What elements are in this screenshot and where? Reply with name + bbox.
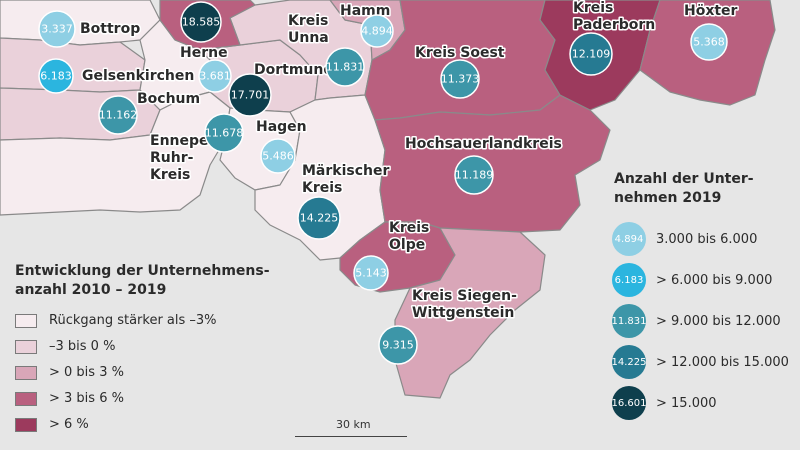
count-legend-item: 4.894 3.000 bis 6.000 bbox=[612, 222, 757, 256]
label-kreis-olpe: Kreis Olpe bbox=[389, 220, 429, 253]
bubble-value: 3.337 bbox=[41, 23, 73, 36]
legend-label: Rückgang stärker als –3% bbox=[49, 313, 217, 328]
region-kreis-siegen bbox=[394, 227, 546, 399]
count-legend-item: 6.183 > 6.000 bis 9.000 bbox=[612, 263, 772, 297]
label-bottrop: Bottrop bbox=[80, 21, 140, 37]
count-legend-item: 11.831 > 9.000 bis 12.000 bbox=[612, 304, 781, 338]
change-legend-item: > 3 bis 6 % bbox=[15, 391, 124, 406]
legend-label: –3 bis 0 % bbox=[49, 339, 116, 354]
bubble-value: 11.189 bbox=[455, 169, 494, 182]
label-kreis-paderborn: Kreis Paderborn bbox=[573, 0, 655, 33]
label-maerkischer-kreis: Märkischer Kreis bbox=[302, 163, 389, 196]
change-legend-item: –3 bis 0 % bbox=[15, 339, 115, 354]
bubble-kreis-soest: 11.373 bbox=[440, 59, 480, 99]
bubble-value: 18.585 bbox=[182, 16, 221, 29]
bubble-kreis-siegen: 9.315 bbox=[378, 325, 418, 365]
change-legend-item: > 6 % bbox=[15, 417, 89, 432]
legend-label: > 3 bis 6 % bbox=[49, 391, 124, 406]
legend-label: > 12.000 bis 15.000 bbox=[656, 354, 789, 370]
legend-label: > 6 % bbox=[49, 417, 89, 432]
bubble-hochsauerlandkreis: 11.189 bbox=[454, 155, 494, 195]
label-herne: Herne bbox=[180, 45, 228, 61]
bubble-ennepe-ruhr: 11.678 bbox=[204, 113, 244, 153]
bubble-value: 11.162 bbox=[99, 109, 138, 122]
legend-bubble: 11.831 bbox=[612, 304, 647, 338]
bubble-value: 4.894 bbox=[361, 25, 393, 38]
bubble-maerkischer-kreis: 14.225 bbox=[297, 196, 341, 240]
scale-bar bbox=[295, 436, 407, 437]
bubble-kreis-paderborn: 12.109 bbox=[569, 32, 613, 76]
legend-bubble: 16.601 bbox=[612, 386, 647, 420]
bubble-dortmund: 17.701 bbox=[228, 73, 272, 117]
count-legend-item: 14.225 > 12.000 bis 15.000 bbox=[612, 345, 789, 379]
legend-label: > 9.000 bis 12.000 bbox=[656, 313, 781, 329]
bubble-herne: 3.681 bbox=[198, 59, 232, 93]
bubble-value: 5.143 bbox=[355, 267, 387, 280]
value-bubbles: 3.337 6.183 11.162 3.681 18.585 17.701 11.831 4… bbox=[38, 1, 728, 365]
label-gelsenkirchen: Gelsenkirchen bbox=[82, 68, 194, 84]
bubble-value: 11.373 bbox=[441, 73, 480, 86]
legend-swatch bbox=[15, 391, 37, 406]
change-legend-title: Entwicklung der Unternehmens-anzahl 2010… bbox=[15, 263, 270, 298]
legend-swatch bbox=[15, 339, 37, 354]
bubble-value: 12.109 bbox=[572, 48, 611, 61]
change-legend-item: > 0 bis 3 % bbox=[15, 365, 124, 380]
bubble-dortmund-top: 18.585 bbox=[180, 1, 222, 43]
bubble-value: 9.315 bbox=[382, 339, 414, 352]
label-bochum: Bochum bbox=[137, 91, 200, 107]
legend-swatch bbox=[15, 313, 37, 328]
bubble-gelsenkirchen: 6.183 bbox=[38, 58, 74, 94]
legend-label: > 0 bis 3 % bbox=[49, 365, 124, 380]
bubble-bottrop: 3.337 bbox=[38, 10, 76, 48]
label-kreis-soest: Kreis Soest bbox=[415, 45, 505, 61]
legend-swatch bbox=[15, 365, 37, 380]
bubble-value: 14.225 bbox=[300, 212, 339, 225]
legend-label: > 15.000 bbox=[656, 395, 717, 411]
label-dortmund: Dortmund bbox=[254, 62, 333, 78]
label-kreis-siegen: Kreis Siegen-Wittgenstein bbox=[412, 288, 517, 321]
bubble-kreis-unna: 11.831 bbox=[325, 47, 365, 87]
legend-bubble: 4.894 bbox=[612, 222, 646, 256]
legend-bubble: 6.183 bbox=[612, 263, 646, 297]
bubble-hoexter: 5.368 bbox=[690, 23, 728, 61]
count-legend-item: 16.601 > 15.000 bbox=[612, 386, 717, 420]
change-legend-item: Rückgang stärker als –3% bbox=[15, 313, 217, 328]
bubble-value: 6.183 bbox=[40, 70, 72, 83]
scale-label: 30 km bbox=[336, 418, 371, 431]
label-kreis-unna: Kreis Unna bbox=[288, 13, 329, 46]
bubble-hagen: 5.486 bbox=[260, 138, 296, 174]
district-labels: Bottrop Gelsenkirchen Bochum Herne Dortm… bbox=[79, 0, 740, 323]
legend-swatch bbox=[15, 417, 37, 432]
bubble-value: 17.701 bbox=[231, 89, 270, 102]
bubble-value: 3.681 bbox=[199, 70, 231, 83]
bubble-hamm: 4.894 bbox=[360, 14, 394, 48]
label-hagen: Hagen bbox=[256, 119, 307, 135]
count-legend-title: Anzahl der Unter-nehmen 2019 bbox=[614, 171, 754, 206]
label-hochsauerlandkreis: Hochsauerlandkreis bbox=[405, 136, 562, 152]
bubble-value: 5.486 bbox=[262, 150, 294, 163]
bubble-kreis-olpe: 5.143 bbox=[353, 255, 389, 291]
label-hoexter: Höxter bbox=[684, 3, 738, 19]
bubble-bochum: 11.162 bbox=[98, 95, 138, 135]
legend-label: 3.000 bis 6.000 bbox=[656, 231, 758, 247]
bubble-value: 5.368 bbox=[693, 36, 725, 49]
bubble-value: 11.831 bbox=[326, 61, 365, 74]
label-ennepe-ruhr: Ennepe-Ruhr-Kreis bbox=[150, 133, 215, 183]
legend-bubble: 14.225 bbox=[612, 345, 647, 379]
legend-label: > 6.000 bis 9.000 bbox=[656, 272, 773, 288]
bubble-value: 11.678 bbox=[205, 127, 244, 140]
